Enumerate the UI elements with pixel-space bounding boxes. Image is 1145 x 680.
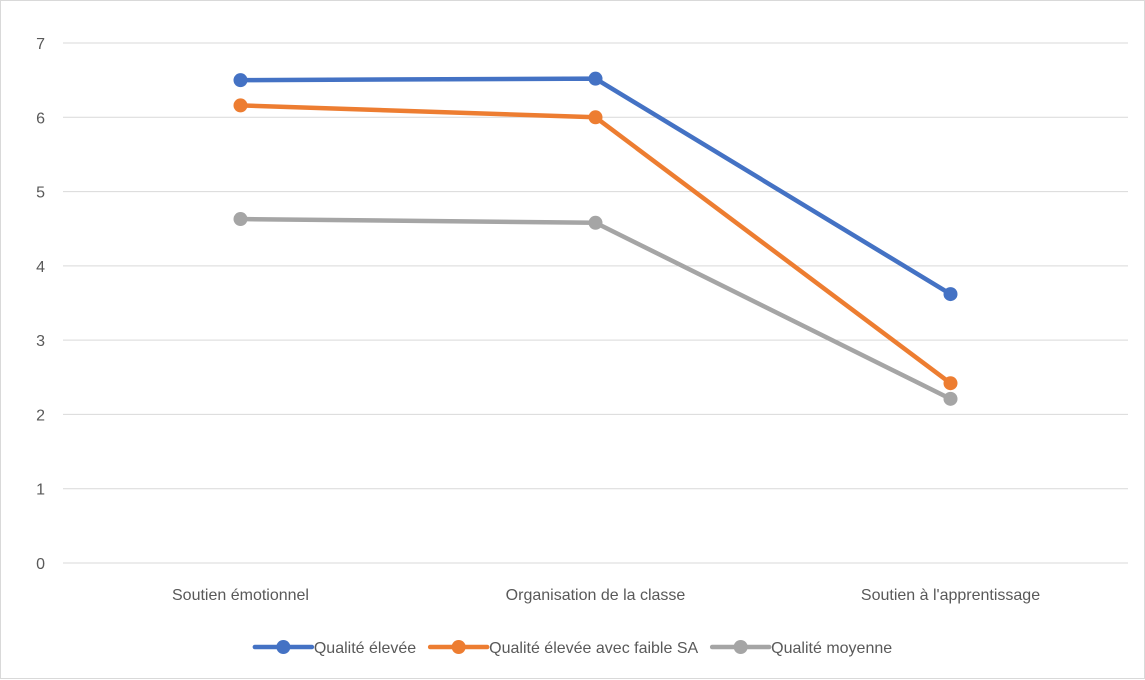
y-axis-tick-labels: 0 1 2 3 4 5 6 7 <box>36 36 45 573</box>
x-axis-tick-labels: Soutien émotionnel Organisation de la cla… <box>172 587 1040 604</box>
legend: Qualité élevée Qualité élevée avec faible… <box>252 640 892 657</box>
x-tick-label: Soutien émotionnel <box>172 587 309 604</box>
y-tick-label: 0 <box>36 556 45 573</box>
legend-swatch-marker <box>276 640 291 654</box>
data-point <box>233 212 248 227</box>
gridlines <box>63 42 1128 564</box>
x-tick-label: Soutien à l'apprentissage <box>861 587 1040 604</box>
legend-item: Qualité élevée <box>252 640 416 657</box>
y-tick-label: 5 <box>36 185 45 202</box>
legend-label: Qualité moyenne <box>771 640 892 657</box>
y-tick-label: 3 <box>36 333 45 350</box>
legend-swatch-marker <box>733 640 748 654</box>
legend-label: Qualité élevée avec faible SA <box>489 640 698 657</box>
data-point <box>588 215 603 230</box>
data-point <box>943 391 958 406</box>
y-tick-label: 4 <box>36 259 45 276</box>
series-line <box>238 103 953 386</box>
legend-swatch-marker <box>451 640 466 654</box>
data-point <box>588 110 603 125</box>
legend-item: Qualité moyenne <box>709 640 892 657</box>
y-tick-label: 7 <box>36 36 45 53</box>
series-lines <box>233 71 958 406</box>
legend-item: Qualité élevée avec faible SA <box>427 640 699 657</box>
series-1 <box>233 71 958 302</box>
series-2 <box>233 98 958 391</box>
legend-label: Qualité élevée <box>314 640 416 657</box>
data-point <box>943 287 958 302</box>
y-tick-label: 1 <box>36 482 45 499</box>
data-point <box>233 98 248 113</box>
y-tick-label: 6 <box>36 110 45 127</box>
data-point <box>588 71 603 86</box>
data-point <box>943 376 958 391</box>
data-point <box>233 73 248 88</box>
x-tick-label: Organisation de la classe <box>506 587 686 604</box>
series-line <box>238 216 953 402</box>
y-tick-label: 2 <box>36 407 45 424</box>
series-3 <box>233 212 958 406</box>
